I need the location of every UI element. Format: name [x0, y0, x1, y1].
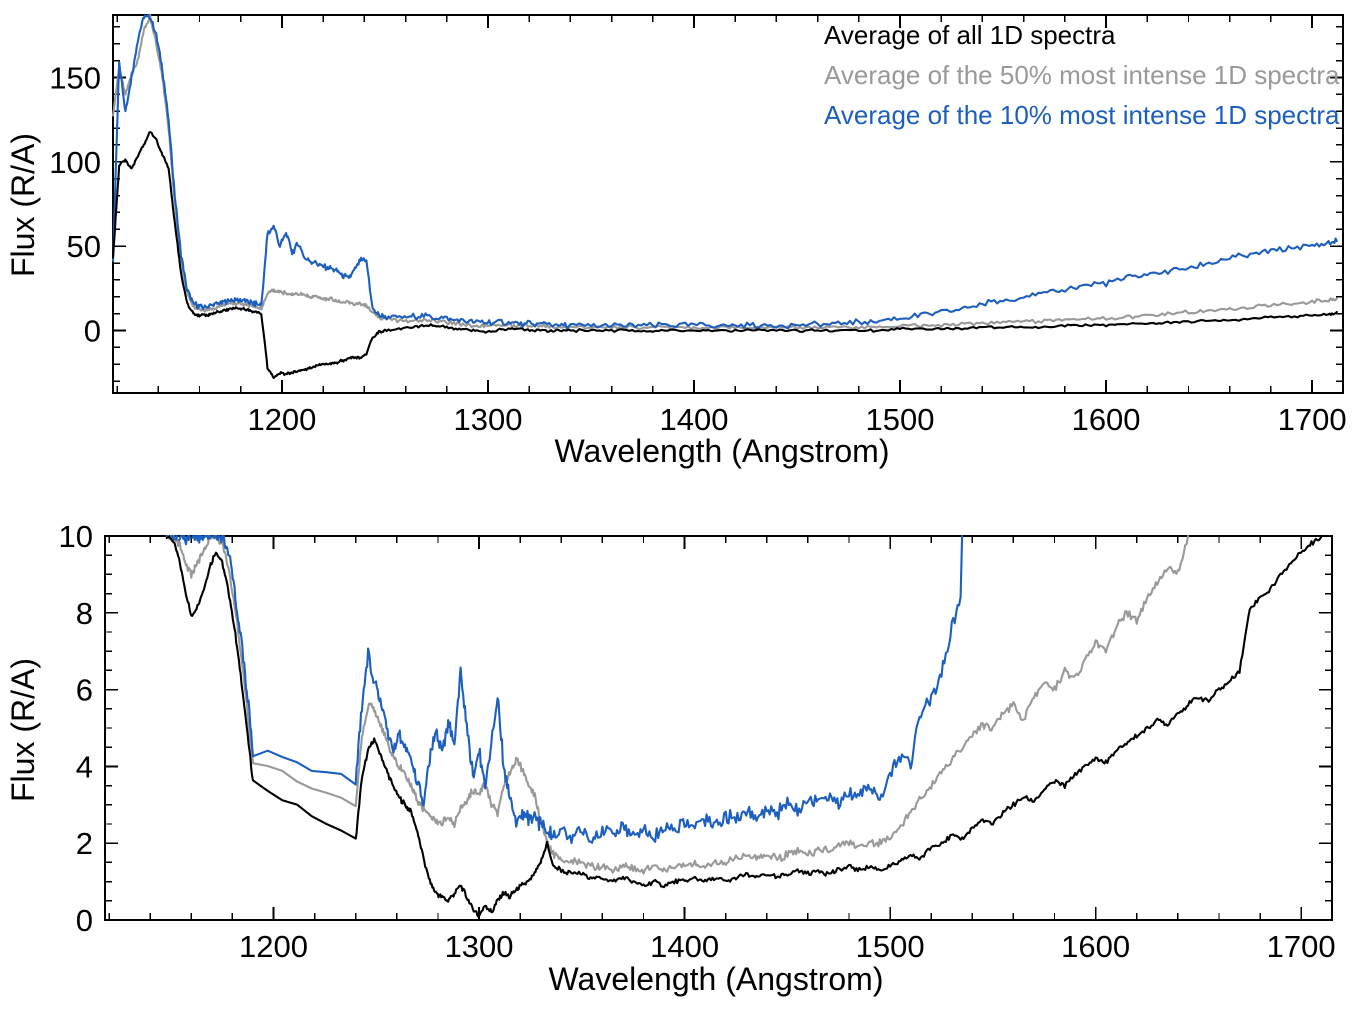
lower-y-tick-label: 4: [76, 749, 93, 784]
lower-y-tick-label: 10: [59, 519, 93, 554]
upper-series-line: [111, 13, 1338, 331]
lower-x-tick-label: 1200: [239, 929, 308, 964]
upper-panel-svg: 1200 1300 1400 1500 1600 1700 0 50 100 150 Flux (…: [5, 13, 1347, 469]
lower-y-axis-title: Flux (R/A): [5, 658, 41, 802]
lower-flux-panel: 1200 1300 1400 1500 1600 1700 0 2 4 6 8 10 Flux (R/…: [0, 500, 1365, 1018]
lower-series-line: [165, 534, 964, 845]
upper-series-line: [111, 13, 1338, 330]
upper-y-axis-title: Flux (R/A): [5, 133, 41, 277]
upper-y-tick-label: 100: [49, 145, 101, 180]
lower-y-tick-label: 0: [76, 903, 93, 938]
upper-series-line: [111, 131, 1338, 380]
upper-x-tick-label: 1300: [453, 402, 522, 437]
legend: Average of all 1D spectra Average of the…: [824, 20, 1340, 130]
lower-x-tick-label: 1300: [445, 929, 514, 964]
lower-x-tick-label: 1500: [856, 929, 925, 964]
lower-panel-svg: 1200 1300 1400 1500 1600 1700 0 2 4 6 8 10 Flux (R/…: [5, 519, 1336, 997]
lower-panel-tick-labels: 1200 1300 1400 1500 1600 1700 0 2 4 6 8 10: [59, 519, 1336, 964]
lower-series-line: [165, 534, 1323, 918]
upper-panel-tick-labels: 1200 1300 1400 1500 1600 1700 0 50 100 150: [49, 60, 1346, 437]
upper-x-tick-label: 1500: [866, 402, 935, 437]
legend-entry-all-spectra: Average of all 1D spectra: [824, 20, 1116, 50]
lower-x-tick-label: 1400: [650, 929, 719, 964]
upper-panel-axes: [111, 13, 1345, 395]
upper-x-axis-title: Wavelength (Angstrom): [555, 433, 890, 469]
lower-series-line: [165, 534, 1190, 875]
upper-y-tick-label: 150: [49, 60, 101, 95]
lower-y-tick-label: 8: [76, 596, 93, 631]
upper-y-tick-label: 50: [67, 229, 101, 264]
lower-panel-axes: [103, 534, 1334, 922]
upper-panel-series: [111, 13, 1338, 380]
upper-y-tick-label: 0: [84, 314, 101, 349]
legend-entry-top10-spectra: Average of the 10% most intense 1D spect…: [824, 100, 1340, 130]
legend-entry-top50-spectra: Average of the 50% most intense 1D spect…: [824, 60, 1340, 90]
lower-y-tick-label: 6: [76, 673, 93, 708]
upper-x-tick-label: 1700: [1278, 402, 1347, 437]
lower-y-tick-label: 2: [76, 826, 93, 861]
upper-flux-panel: 1200 1300 1400 1500 1600 1700 0 50 100 150 Flux (…: [0, 0, 1365, 500]
lower-x-tick-label: 1700: [1267, 929, 1336, 964]
lower-panel-series: [165, 534, 1323, 918]
lower-x-axis-title: Wavelength (Angstrom): [549, 961, 884, 997]
upper-x-tick-label: 1200: [247, 402, 316, 437]
upper-x-tick-label: 1400: [660, 402, 729, 437]
upper-x-tick-label: 1600: [1072, 402, 1141, 437]
lower-x-tick-label: 1600: [1061, 929, 1130, 964]
